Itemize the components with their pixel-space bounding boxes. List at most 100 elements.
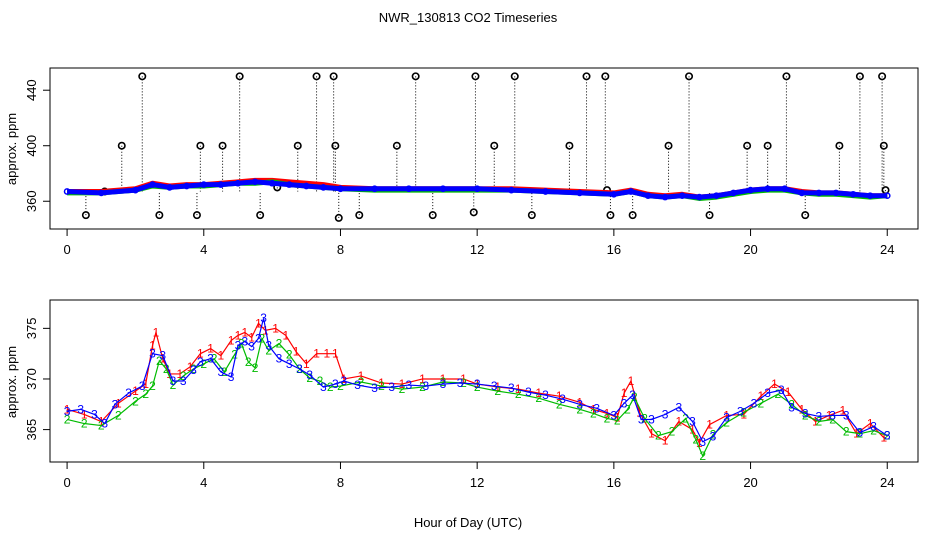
- bottom-x-tick-label: 0: [63, 475, 70, 490]
- bottom-series-1-marker: 1: [341, 372, 348, 386]
- bottom-series-3-marker: 3: [737, 404, 744, 418]
- bottom-series-1-marker: 1: [590, 402, 597, 416]
- top-series-3-point: [63, 188, 71, 195]
- bottom-series-3-marker: 3: [159, 349, 166, 363]
- bottom-series-1-marker: 1: [440, 372, 447, 386]
- bottom-series-2-marker: 2: [775, 387, 782, 401]
- top-flag-point: [312, 72, 321, 81]
- bottom-series-3-marker: 3: [857, 426, 864, 440]
- bottom-series-3-marker: 3: [559, 392, 566, 406]
- bottom-series-3-marker: 3: [457, 376, 464, 390]
- bottom-series-3-marker: 3: [64, 404, 71, 418]
- top-x-tick-label: 0: [63, 242, 70, 257]
- bottom-series-1-marker: 1: [614, 410, 621, 424]
- bottom-series-2-marker: 2: [802, 408, 809, 422]
- top-flag-point: [293, 141, 302, 150]
- top-flag-point: [628, 211, 637, 220]
- bottom-series-2-marker: 2: [231, 348, 238, 362]
- bottom-series-3-marker: 3: [576, 397, 583, 411]
- bottom-series-1-marker: 1: [293, 345, 300, 359]
- top-series-3-point: [473, 185, 481, 193]
- top-series-3-point: [781, 185, 789, 193]
- top-series-3-point: [217, 181, 225, 188]
- top-plot-frame: [49, 67, 919, 230]
- bottom-series-2-marker: 2: [399, 382, 406, 396]
- bottom-y-tick-label: 365: [24, 419, 39, 441]
- top-series-3-point: [507, 186, 515, 194]
- bottom-series-1-marker: 1: [81, 407, 88, 421]
- bottom-series-1-marker: 1: [880, 431, 887, 445]
- top-series-3-point: [832, 189, 840, 197]
- bottom-series-1-marker: 1: [636, 405, 643, 419]
- bottom-series-1-marker: 1: [798, 402, 805, 416]
- bottom-series-3-marker: 3: [870, 420, 877, 434]
- top-series-3-point: [695, 193, 703, 201]
- bottom-series-1-marker: 1: [696, 436, 703, 450]
- top-series-3-point: [764, 185, 771, 193]
- top-series-3-point: [866, 192, 874, 200]
- bottom-series-1-marker: 1: [515, 382, 522, 396]
- bottom-series-2-marker: 2: [337, 379, 344, 393]
- bottom-series-1-marker: 1: [159, 352, 166, 366]
- bottom-series-3-marker: 3: [802, 406, 809, 420]
- bottom-series-3-marker: 3: [228, 370, 235, 384]
- bottom-series-1-marker: 1: [604, 406, 611, 420]
- top-series-3-point: [405, 185, 413, 193]
- bottom-series-3-marker: 3: [255, 331, 262, 345]
- top-series-3-point: [371, 185, 378, 193]
- top-flag-point: [81, 211, 90, 220]
- bottom-series-2-marker: 2: [710, 428, 717, 442]
- bottom-series-1-marker: 1: [282, 328, 289, 342]
- top-flag-point: [469, 208, 478, 217]
- bottom-series-1-marker: 1: [675, 415, 682, 429]
- bottom-series-3-marker: 3: [629, 388, 636, 402]
- top-y-axis: 360 400 440: [24, 79, 50, 212]
- top-flagged-points: [81, 72, 890, 222]
- top-y-tick-label: 360: [24, 190, 39, 212]
- bottom-series-3-marker: 3: [180, 374, 187, 388]
- top-flag-point: [601, 72, 610, 81]
- bottom-series-1-marker: 1: [689, 423, 696, 437]
- bottom-series-3-marker: 3: [149, 347, 156, 361]
- top-series-3-point: [678, 192, 686, 200]
- top-series-3-point: [576, 189, 584, 197]
- top-x-tick-label: 4: [200, 242, 207, 257]
- bottom-series-2-marker: 2: [857, 427, 864, 441]
- bottom-series-3-marker: 3: [332, 377, 339, 391]
- bottom-series-2-marker: 2: [81, 417, 88, 431]
- bottom-series-2-marker: 2: [317, 374, 324, 388]
- top-flag-point: [334, 213, 343, 222]
- bottom-series-3-marker: 3: [525, 385, 532, 399]
- top-flag-point: [392, 141, 401, 150]
- bottom-series-1-marker: 1: [248, 330, 255, 344]
- bottom-series-3-marker: 3: [371, 381, 378, 395]
- bottom-y-axis: 365 370 375: [24, 317, 50, 440]
- bottom-series-3-marker: 3: [440, 377, 447, 391]
- bottom-series-2-marker: 2: [723, 416, 730, 430]
- bottom-series-3-marker: 3: [354, 378, 361, 392]
- bottom-series-1-marker: 1: [149, 339, 156, 353]
- top-x-tick-label: 12: [470, 242, 484, 257]
- bottom-series-3-marker: 3: [125, 386, 132, 400]
- top-flag-point: [705, 211, 714, 220]
- top-x-tick-label: 20: [743, 242, 757, 257]
- bottom-series-1-marker: 1: [621, 386, 628, 400]
- bottom-series-3-marker: 3: [491, 379, 498, 393]
- bottom-series-2-marker: 2: [98, 419, 105, 433]
- bottom-series-1-marker: 1: [812, 415, 819, 429]
- top-flag-point: [801, 211, 810, 220]
- top-flag-point: [685, 72, 694, 81]
- top-series-3-point: [183, 182, 191, 190]
- bottom-series-1-marker: 1: [197, 347, 204, 361]
- bottom-series-2-marker: 2: [590, 406, 597, 420]
- bottom-series-3-marker: 3: [723, 410, 730, 424]
- bottom-series-2-marker: 2: [631, 390, 638, 404]
- bottom-series-3-marker: 3: [788, 400, 795, 414]
- bottom-series-2-marker: 2: [170, 378, 177, 392]
- bottom-series-1-marker: 1: [723, 408, 730, 422]
- top-series-3-point: [713, 192, 720, 200]
- top-flag-point: [878, 72, 887, 81]
- top-panel: 0 4 8 12 16 20 24 360 400 440 approx. ppm: [4, 67, 919, 257]
- top-series-3-point: [149, 181, 156, 188]
